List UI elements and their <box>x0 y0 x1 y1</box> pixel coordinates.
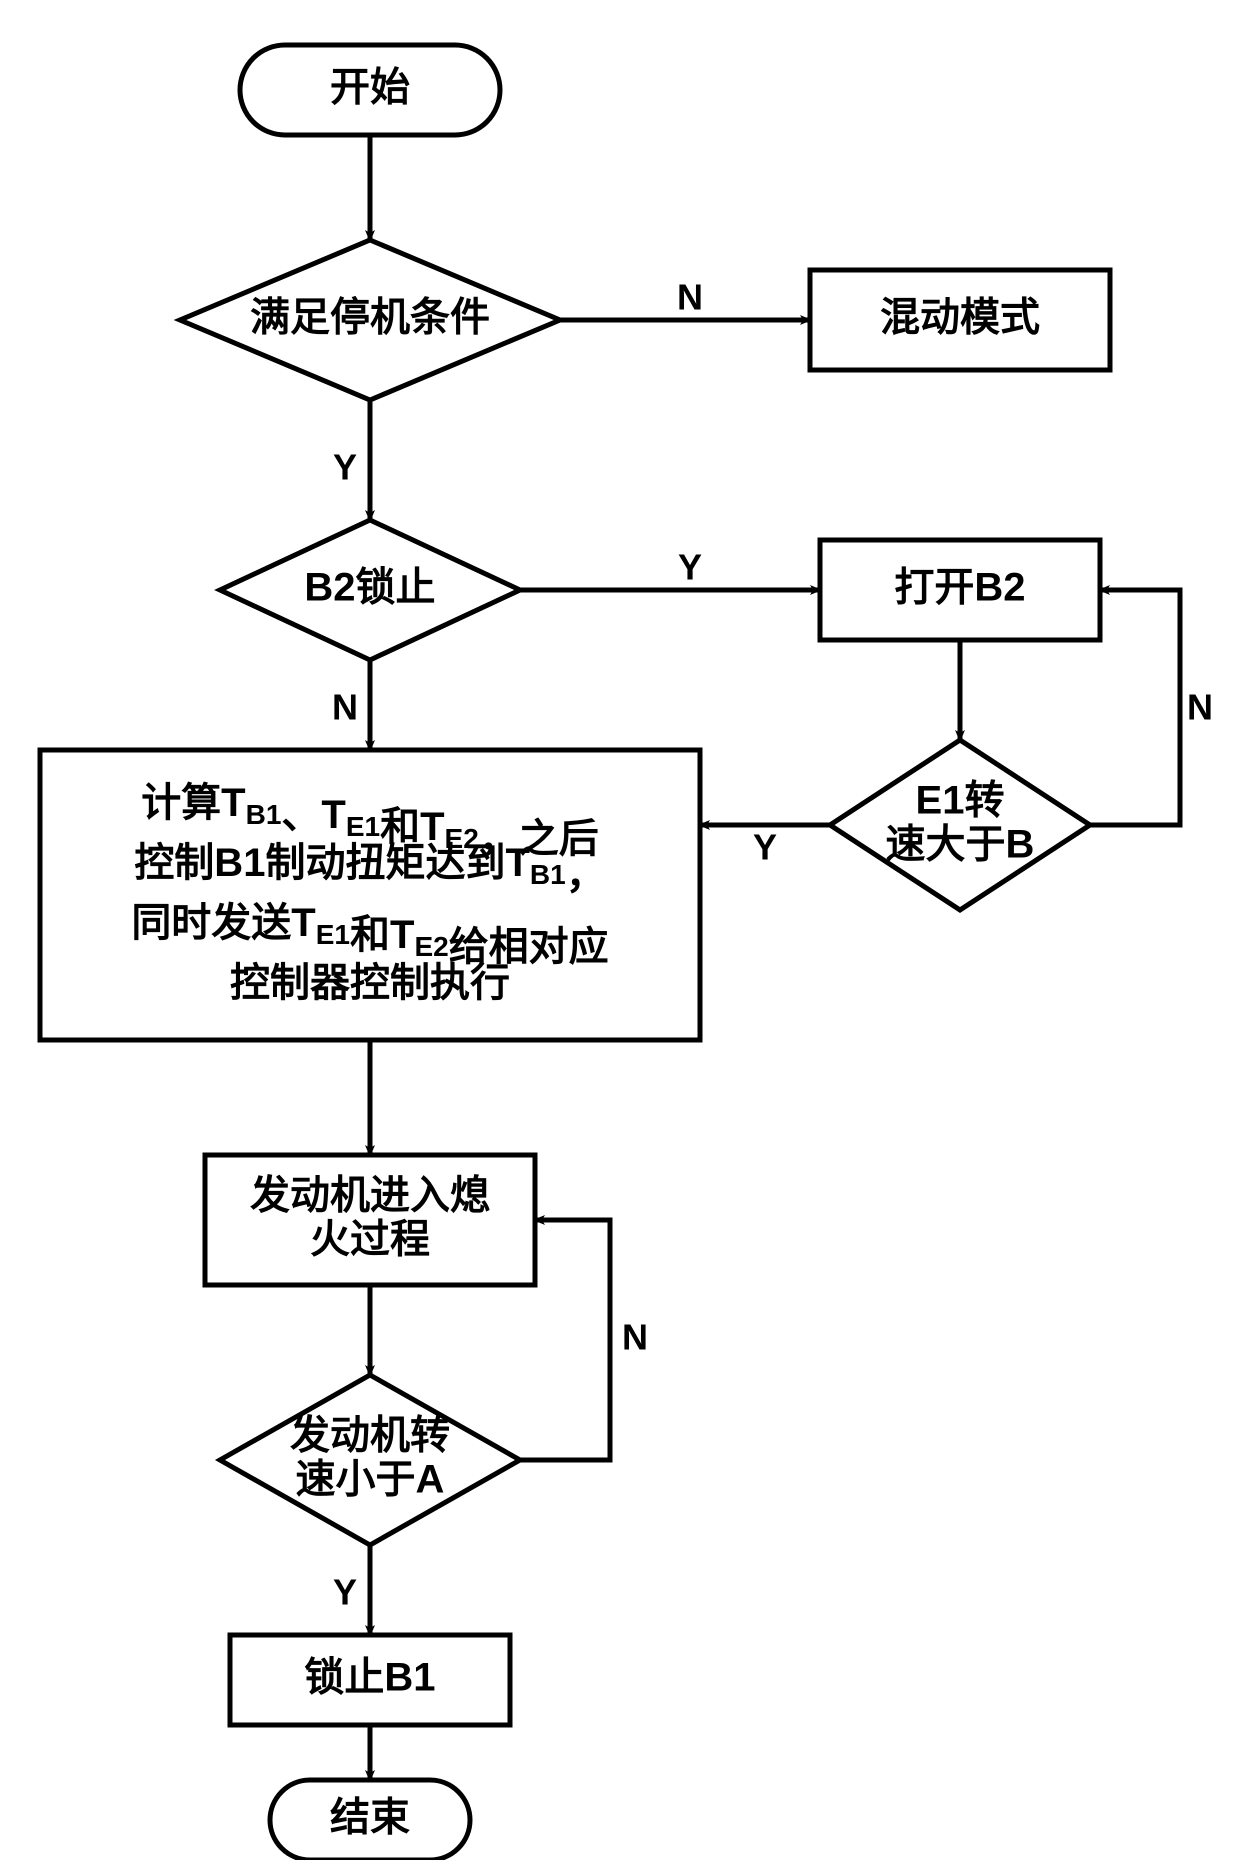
edge-label: Y <box>333 1572 357 1613</box>
edge-label: Y <box>678 547 702 588</box>
node-start: 开始 <box>240 45 500 135</box>
svg-text:发动机转: 发动机转 <box>290 1414 450 1458</box>
svg-text:混动模式: 混动模式 <box>880 296 1040 340</box>
svg-text:火过程: 火过程 <box>310 1218 430 1262</box>
edge-cond_e1-open_b2_loop <box>1090 590 1180 825</box>
node-hybrid: 混动模式 <box>810 270 1110 370</box>
svg-text:打开B2: 打开B2 <box>894 566 1025 610</box>
svg-text:结束: 结束 <box>330 1796 410 1840</box>
svg-text:开始: 开始 <box>330 66 410 110</box>
svg-text:满足停机条件: 满足停机条件 <box>250 296 490 340</box>
edge-label: N <box>622 1317 648 1358</box>
edge-label: N <box>1187 687 1213 728</box>
node-open_b2: 打开B2 <box>820 540 1100 640</box>
edge-label: Y <box>753 827 777 868</box>
node-cond_b2: B2锁止 <box>220 520 520 660</box>
svg-text:控制器控制执行: 控制器控制执行 <box>230 961 510 1005</box>
flowchart-diagram: N Y Y N N Y N Y 开始满足停机条件 混动模式 B2锁止 打开B2 E1转速大于B 计算TB1… <box>0 0 1240 1860</box>
edge-label: Y <box>333 447 357 488</box>
svg-text:速大于B: 速大于B <box>886 823 1035 867</box>
svg-text:锁止B1: 锁止B1 <box>304 1656 435 1700</box>
node-calc: 计算TB1、TE1和TE2，之后控制B1制动扭矩达到TB1，同时发送TE1和TE… <box>40 750 700 1040</box>
edge-label: N <box>332 687 358 728</box>
node-cond_rpm: 发动机转速小于A <box>220 1375 520 1545</box>
svg-text:速小于A: 速小于A <box>296 1458 445 1502</box>
svg-text:发动机进入熄: 发动机进入熄 <box>250 1174 490 1218</box>
node-engine_off: 发动机进入熄火过程 <box>205 1155 535 1285</box>
edge-label: N <box>677 277 703 318</box>
svg-text:B2锁止: B2锁止 <box>304 566 435 610</box>
node-lock_b1: 锁止B1 <box>230 1635 510 1725</box>
node-end: 结束 <box>270 1780 470 1860</box>
node-cond_e1: E1转速大于B <box>830 740 1090 910</box>
node-cond_stop: 满足停机条件 <box>180 240 560 400</box>
svg-text:E1转: E1转 <box>916 779 1005 823</box>
